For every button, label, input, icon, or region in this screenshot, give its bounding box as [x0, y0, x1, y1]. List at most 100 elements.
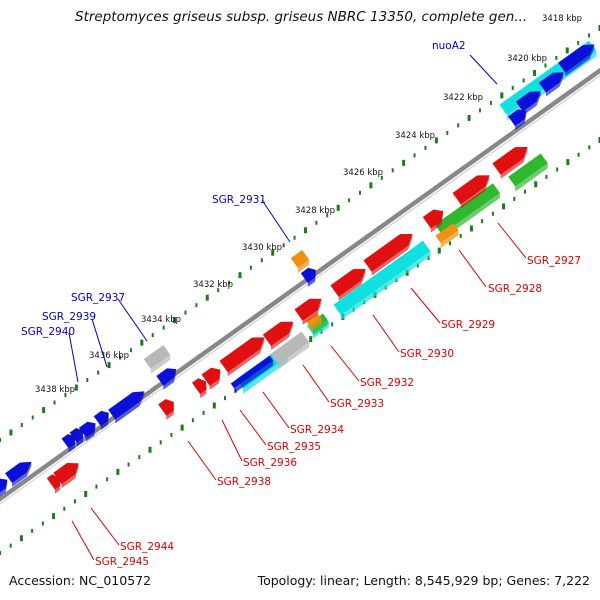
cds-blue-side	[0, 479, 8, 497]
accession-text: Accession: NC_010572	[9, 573, 152, 588]
gene-label-bottom[interactable]: SGR_2936	[243, 457, 297, 469]
cds-blue[interactable]	[300, 267, 316, 284]
cds-red[interactable]	[363, 233, 413, 273]
cds-red-side	[209, 369, 221, 390]
cds-red[interactable]	[46, 474, 61, 490]
gene-label-top[interactable]: SGR_2937	[71, 292, 125, 304]
ruler-tick-label: 3424 kbp	[395, 131, 435, 141]
ruler-tick-label: 3422 kbp	[443, 93, 483, 103]
gene-label-bottom[interactable]: SGR_2935	[267, 441, 321, 453]
gene-label-bottom[interactable]: SGR_2934	[290, 424, 344, 436]
cds-blue[interactable]	[515, 91, 541, 112]
green-band-side	[313, 320, 328, 336]
cds-blue[interactable]	[156, 368, 177, 387]
gray-feature-side	[150, 354, 171, 374]
cds-blue-side	[522, 91, 541, 116]
cds-red-side	[271, 321, 294, 351]
cds-red[interactable]	[294, 298, 322, 322]
gray-feature-side	[278, 342, 310, 370]
cds-red[interactable]	[53, 462, 79, 485]
rna-band-side	[243, 356, 288, 394]
cds-blue-strip[interactable]	[230, 355, 274, 389]
cds-red-side	[500, 146, 528, 179]
ruler-tick-label: 3428 kbp	[295, 206, 335, 216]
ruler-tick-label: 3432 kbp	[193, 280, 233, 290]
cds-blue-side	[545, 72, 564, 97]
orange-feature[interactable]	[306, 313, 322, 327]
label-leaders-layer	[68, 54, 527, 561]
orange-feature-side	[297, 259, 310, 273]
ruler-tick-label: 3434 kbp	[141, 315, 181, 325]
cds-red-side	[55, 478, 61, 494]
cds-blue[interactable]	[93, 410, 109, 427]
cds-red-side	[227, 337, 265, 377]
cds-blue[interactable]	[557, 44, 595, 73]
gene-label-bottom[interactable]: SGR_2938	[217, 476, 271, 488]
ruler-tick-label: 3436 kbp	[89, 351, 129, 361]
cds-red-side	[460, 175, 490, 209]
features-layer[interactable]	[0, 40, 597, 499]
cds-red[interactable]	[492, 146, 528, 176]
label-leader-bottom	[187, 440, 217, 481]
gene-label-top[interactable]: nuoA2	[432, 40, 466, 52]
label-leader-bottom	[262, 391, 290, 429]
label-leader-bottom	[221, 419, 243, 462]
label-leader-top	[469, 54, 498, 85]
gene-label-top[interactable]: SGR_2931	[212, 194, 266, 206]
cds-blue[interactable]	[4, 461, 32, 484]
cds-red[interactable]	[201, 367, 221, 387]
ruler-tick-label: 3438 kbp	[35, 385, 75, 395]
cds-blue-side	[163, 369, 177, 390]
cds-blue[interactable]	[78, 421, 96, 438]
gene-label-bottom[interactable]: SGR_2929	[441, 319, 495, 331]
rna-band[interactable]	[333, 240, 431, 316]
gray-feature[interactable]	[143, 345, 171, 369]
cds-red[interactable]	[422, 209, 444, 229]
labels-layer[interactable]: 3418 kbp 3420 kbp 3422 kbp 3424 kbp 3426 kbp…	[21, 14, 582, 568]
label-leader-bottom	[330, 345, 360, 382]
cds-blue[interactable]	[61, 433, 76, 449]
cds-blue-side	[565, 44, 595, 77]
gray-feature[interactable]	[270, 331, 310, 365]
orange-feature[interactable]	[435, 222, 459, 244]
green-band[interactable]	[508, 153, 548, 187]
gene-label-bottom[interactable]: SGR_2930	[400, 348, 454, 360]
orange-feature[interactable]	[290, 250, 310, 268]
ruler-tick-label: 3430 kbp	[242, 243, 282, 253]
cds-red[interactable]	[262, 321, 294, 347]
backbone-shadow	[0, 74, 600, 505]
cds-red-side	[338, 268, 366, 301]
cds-blue[interactable]	[69, 427, 84, 443]
rna-band-side	[341, 251, 431, 321]
gene-label-top[interactable]: SGR_2940	[21, 326, 75, 338]
gene-label-bottom[interactable]: SGR_2932	[360, 377, 414, 389]
cds-red[interactable]	[330, 268, 366, 298]
cds-blue[interactable]	[538, 72, 564, 93]
cds-blue[interactable]	[107, 391, 145, 420]
gene-label-bottom[interactable]: SGR_2927	[527, 255, 581, 267]
topology-text: Topology: linear; Length: 8,545,929 bp; …	[257, 573, 590, 588]
label-leader-bottom	[410, 287, 441, 324]
cds-blue[interactable]	[0, 478, 8, 496]
gene-label-top[interactable]: SGR_2939	[42, 311, 96, 323]
label-leader-bottom	[239, 409, 267, 446]
gene-label-bottom[interactable]: SGR_2944	[120, 541, 174, 553]
cds-blue[interactable]	[507, 109, 527, 127]
cds-red[interactable]	[219, 337, 265, 373]
label-leader-top	[68, 332, 79, 383]
cds-red[interactable]	[191, 377, 207, 395]
cds-red-side	[371, 233, 413, 276]
cds-blue-side	[307, 269, 316, 287]
cds-red[interactable]	[452, 175, 490, 205]
gene-label-bottom[interactable]: SGR_2928	[488, 283, 542, 295]
label-leader-bottom	[497, 222, 527, 259]
gene-label-bottom[interactable]: SGR_2933	[330, 398, 384, 410]
green-band[interactable]	[440, 183, 500, 231]
ruler-tick-label: 3426 kbp	[343, 168, 383, 178]
label-leader-top	[91, 318, 108, 368]
label-leader-bottom	[458, 249, 487, 288]
cds-red[interactable]	[157, 398, 175, 417]
label-leader-bottom	[90, 507, 120, 546]
gene-label-bottom[interactable]: SGR_2945	[95, 556, 149, 568]
